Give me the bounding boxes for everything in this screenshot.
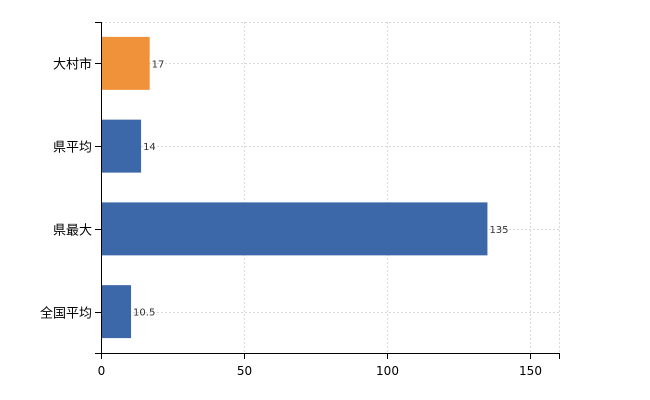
gridlines xyxy=(101,22,560,353)
bar xyxy=(101,119,142,173)
x-tick-label: 50 xyxy=(237,364,252,378)
category-label: 県最大 xyxy=(53,224,92,239)
x-tick-label: 100 xyxy=(376,364,399,378)
data-label: 10.5 xyxy=(133,308,155,319)
category-label: 全国平均 xyxy=(40,306,92,322)
bar xyxy=(101,202,488,256)
bar xyxy=(101,36,150,90)
category-label: 大村市 xyxy=(53,57,92,73)
x-tick-label: 0 xyxy=(98,364,106,378)
data-label: 14 xyxy=(143,142,156,153)
bars xyxy=(101,36,488,339)
axes xyxy=(95,22,560,359)
bar xyxy=(101,285,132,339)
category-label: 県平均 xyxy=(53,141,92,156)
x-tick-label: 150 xyxy=(519,364,542,378)
data-label: 135 xyxy=(489,225,508,236)
data-label: 17 xyxy=(152,59,165,70)
